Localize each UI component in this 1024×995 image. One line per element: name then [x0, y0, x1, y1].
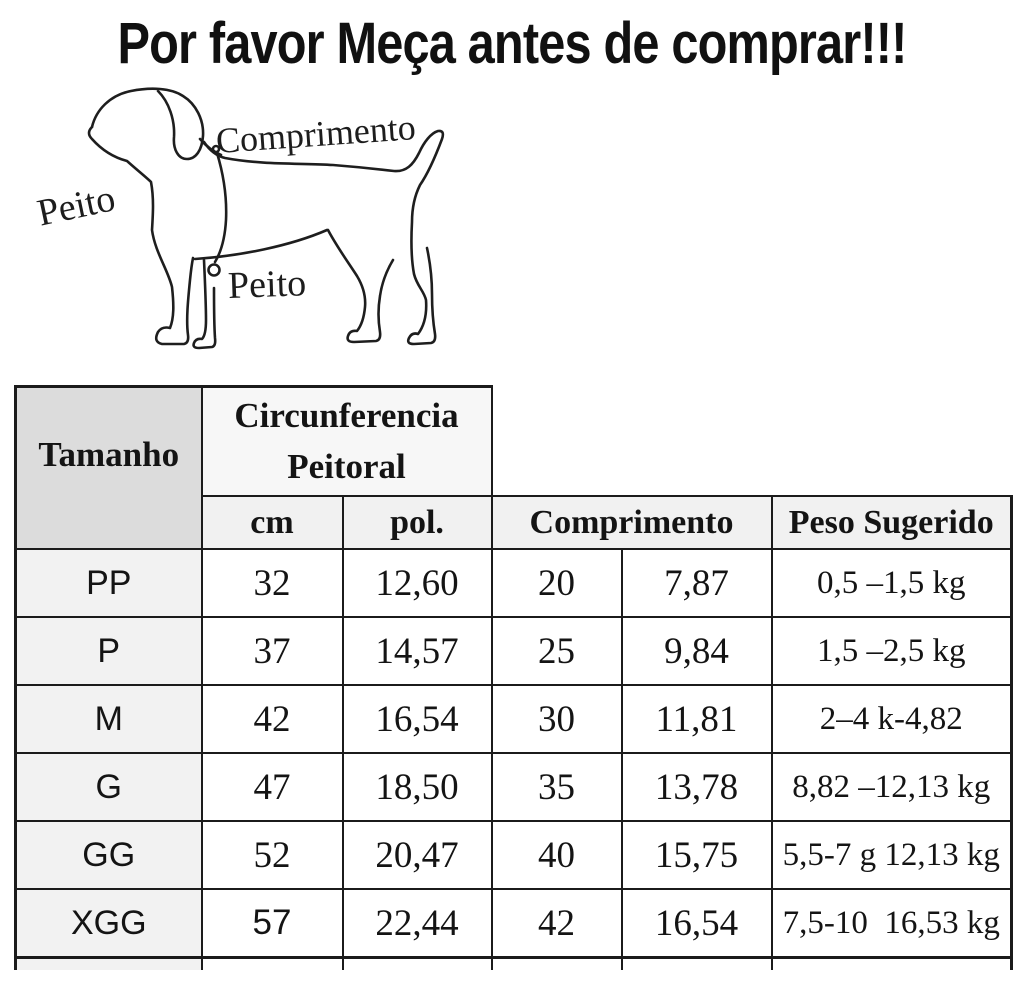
sliver-cell — [341, 956, 493, 970]
dog-back-tail-path — [202, 129, 445, 346]
weight-cell: 2–4 k-4,82 — [770, 684, 1013, 754]
chest-pol-cell: 16,54 — [341, 684, 493, 754]
length-cm-cell: 25 — [490, 616, 623, 686]
empty-corner — [771, 386, 1012, 496]
table-row: PP 32 12,60 20 7,87 0,5 –1,5 kg — [14, 548, 1013, 618]
header-tamanho: Tamanho — [14, 385, 203, 550]
length-pol-cell: 15,75 — [620, 820, 773, 890]
length-cm-cell: 30 — [490, 684, 623, 754]
size-label-cell: PP — [14, 548, 203, 618]
dog-belly-path — [193, 228, 329, 261]
chest-cm-cell: 47 — [200, 752, 344, 822]
table-bottom-sliver — [14, 956, 1013, 970]
chest-cm-cell: 57 — [200, 888, 344, 959]
weight-cell: 0,5 –1,5 kg — [770, 548, 1013, 618]
sliver-cell — [14, 956, 203, 970]
dog-head-path — [90, 87, 205, 161]
sliver-cell — [490, 956, 623, 970]
table-row: GG 52 20,47 40 15,75 5,5-7 g 12,13 kg — [14, 820, 1013, 890]
dog-collar-path — [198, 137, 223, 157]
size-label-cell: M — [14, 684, 203, 754]
header-comprimento: Comprimento — [490, 495, 773, 550]
weight-cell: 1,5 –2,5 kg — [770, 616, 1013, 686]
header-pol: pol. — [341, 495, 493, 550]
chest-cm-cell: 37 — [200, 616, 344, 686]
length-pol-cell: 16,54 — [620, 888, 773, 959]
length-cm-cell: 40 — [490, 820, 623, 890]
chest-cm-cell: 52 — [200, 820, 344, 890]
header-row-2: cm pol. Comprimento Peso Sugerido — [16, 495, 1013, 550]
length-pol-cell: 7,87 — [620, 548, 773, 618]
chest-pol-cell: 12,60 — [341, 548, 493, 618]
length-pol-cell: 9,84 — [620, 616, 773, 686]
dog-outline-drawing — [87, 87, 445, 350]
sliver-cell — [200, 956, 344, 970]
header-row-1: Tamanho Circunferencia Peitoral — [14, 385, 1012, 550]
weight-cell: 5,5-7 g 12,13 kg — [770, 820, 1013, 890]
size-label-cell: XGG — [14, 888, 203, 959]
header-cm: cm — [200, 495, 344, 550]
chest-pol-cell: 20,47 — [341, 820, 493, 890]
weight-cell: 7,5-10 16,53 kg — [770, 888, 1013, 959]
table-row: XGG 57 22,44 42 16,54 7,5-10 16,53 kg — [14, 888, 1013, 959]
length-cm-cell: 42 — [490, 888, 623, 959]
header-circunferencia-peitoral: Circunferencia Peitoral — [200, 385, 493, 497]
dog-far-front-leg-path — [192, 258, 217, 350]
chest-pol-cell: 22,44 — [341, 888, 493, 959]
size-label-cell: G — [14, 752, 203, 822]
chest-pol-cell: 14,57 — [341, 616, 493, 686]
length-pol-cell: 13,78 — [620, 752, 773, 822]
sliver-cell — [770, 956, 1013, 970]
page-title: Por favor Meça antes de comprar!!! — [117, 11, 907, 76]
empty-corner — [491, 386, 772, 496]
collar-ring — [211, 144, 221, 154]
size-label-cell: GG — [14, 820, 203, 890]
measure-end-ring — [207, 263, 221, 277]
table-row: P 37 14,57 25 9,84 1,5 –2,5 kg — [14, 616, 1013, 686]
length-cm-cell: 20 — [490, 548, 623, 618]
header-peso-sugerido: Peso Sugerido — [770, 495, 1013, 550]
chest-cm-cell: 32 — [200, 548, 344, 618]
length-pol-cell: 11,81 — [620, 684, 773, 754]
size-table: Tamanho Circunferencia Peitoral cm pol. … — [14, 385, 1013, 970]
label-peito-bottom: Peito — [227, 262, 307, 307]
weight-cell: 8,82 –12,13 kg — [770, 752, 1013, 822]
sliver-cell — [620, 956, 773, 970]
dog-rear-leg-path — [326, 228, 395, 344]
length-cm-cell: 35 — [490, 752, 623, 822]
chest-measure-line — [213, 151, 228, 264]
table-row: G 47 18,50 35 13,78 8,82 –12,13 kg — [14, 752, 1013, 822]
table-row: M 42 16,54 30 11,81 2–4 k-4,82 — [14, 684, 1013, 754]
chest-cm-cell: 42 — [200, 684, 344, 754]
dog-front-path — [87, 125, 195, 346]
chest-pol-cell: 18,50 — [341, 752, 493, 822]
size-label-cell: P — [14, 616, 203, 686]
